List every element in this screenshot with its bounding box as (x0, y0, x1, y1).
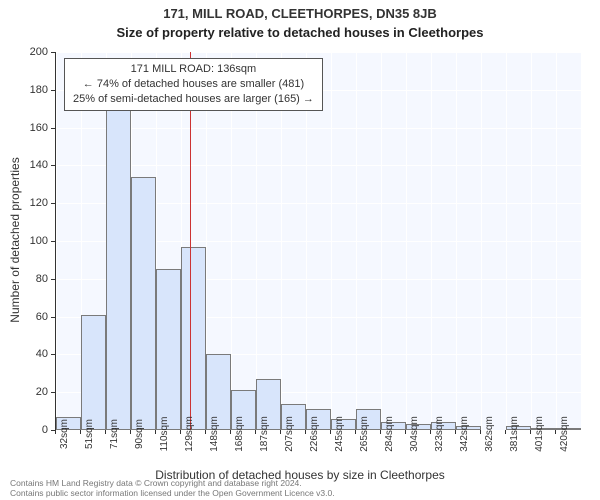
x-tick-label: 265sqm (359, 416, 370, 452)
x-tick-label: 90sqm (134, 419, 145, 449)
histogram-bar (106, 84, 131, 430)
x-tick-label: 51sqm (84, 419, 95, 449)
x-tick-label: 207sqm (284, 416, 295, 452)
x-tick-label: 342sqm (459, 416, 470, 452)
x-tick-label: 420sqm (559, 416, 570, 452)
x-tick-label: 381sqm (509, 416, 520, 452)
annotation-headline: 171 MILL ROAD: 136sqm (73, 62, 314, 77)
attribution-text: Contains HM Land Registry data © Crown c… (10, 478, 335, 498)
chart-title: Size of property relative to detached ho… (0, 21, 600, 40)
x-tick-label: 245sqm (334, 416, 345, 452)
annotation-larger: 25% of semi-detached houses are larger (… (73, 92, 314, 107)
x-tick-label: 401sqm (534, 416, 545, 452)
page-title-address: 171, MILL ROAD, CLEETHORPES, DN35 8JB (0, 0, 600, 21)
histogram-bar (181, 247, 206, 430)
x-tick-label: 129sqm (184, 416, 195, 452)
x-tick-label: 168sqm (234, 416, 245, 452)
y-tick-label: 80 (8, 273, 48, 285)
x-tick-label: 148sqm (209, 416, 220, 452)
x-tick-label: 284sqm (384, 416, 395, 452)
y-tick-label: 180 (8, 84, 48, 96)
y-tick-label: 120 (8, 197, 48, 209)
x-tick-label: 187sqm (259, 416, 270, 452)
reference-annotation: 171 MILL ROAD: 136sqm ← 74% of detached … (64, 58, 323, 111)
y-tick-label: 60 (8, 311, 48, 323)
attribution-line2: Contains public sector information licen… (10, 488, 335, 498)
histogram-bar (156, 269, 181, 430)
y-tick-label: 100 (8, 235, 48, 247)
x-tick-label: 226sqm (309, 416, 320, 452)
y-tick-label: 20 (8, 386, 48, 398)
y-tick-label: 40 (8, 348, 48, 360)
x-tick-label: 362sqm (484, 416, 495, 452)
x-tick-label: 323sqm (434, 416, 445, 452)
y-tick-label: 0 (8, 424, 48, 436)
histogram-bar (81, 315, 106, 430)
y-tick-label: 200 (8, 46, 48, 58)
attribution-line1: Contains HM Land Registry data © Crown c… (10, 478, 335, 488)
x-tick-label: 71sqm (109, 419, 120, 449)
x-tick-label: 304sqm (409, 416, 420, 452)
x-tick-label: 110sqm (159, 417, 170, 452)
y-tick-label: 160 (8, 122, 48, 134)
histogram-bar (131, 177, 156, 430)
x-tick-label: 32sqm (59, 419, 70, 449)
annotation-smaller: ← 74% of detached houses are smaller (48… (73, 77, 314, 92)
y-tick-label: 140 (8, 159, 48, 171)
